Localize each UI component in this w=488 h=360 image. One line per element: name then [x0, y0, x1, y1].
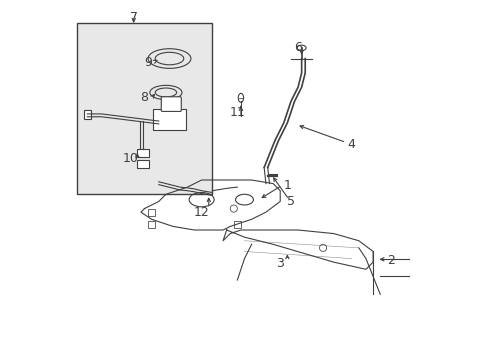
Text: 8: 8: [140, 91, 148, 104]
Text: 12: 12: [193, 206, 209, 219]
Bar: [233, 221, 241, 228]
Ellipse shape: [238, 93, 243, 102]
Text: 3: 3: [276, 257, 284, 270]
Text: 6: 6: [294, 41, 302, 54]
Bar: [137, 160, 148, 168]
Text: 5: 5: [286, 195, 294, 208]
Text: 1: 1: [283, 179, 291, 192]
Text: 7: 7: [129, 11, 138, 24]
Bar: [83, 110, 91, 118]
FancyBboxPatch shape: [161, 97, 181, 111]
Text: 2: 2: [386, 254, 394, 267]
Bar: [137, 149, 148, 157]
FancyBboxPatch shape: [77, 23, 212, 194]
Text: 10: 10: [122, 152, 138, 165]
Text: 4: 4: [347, 138, 355, 151]
Text: 11: 11: [229, 105, 244, 119]
FancyBboxPatch shape: [153, 109, 185, 130]
Ellipse shape: [297, 45, 305, 50]
Text: 9: 9: [144, 55, 152, 69]
Bar: [148, 221, 155, 228]
Bar: [148, 208, 155, 216]
